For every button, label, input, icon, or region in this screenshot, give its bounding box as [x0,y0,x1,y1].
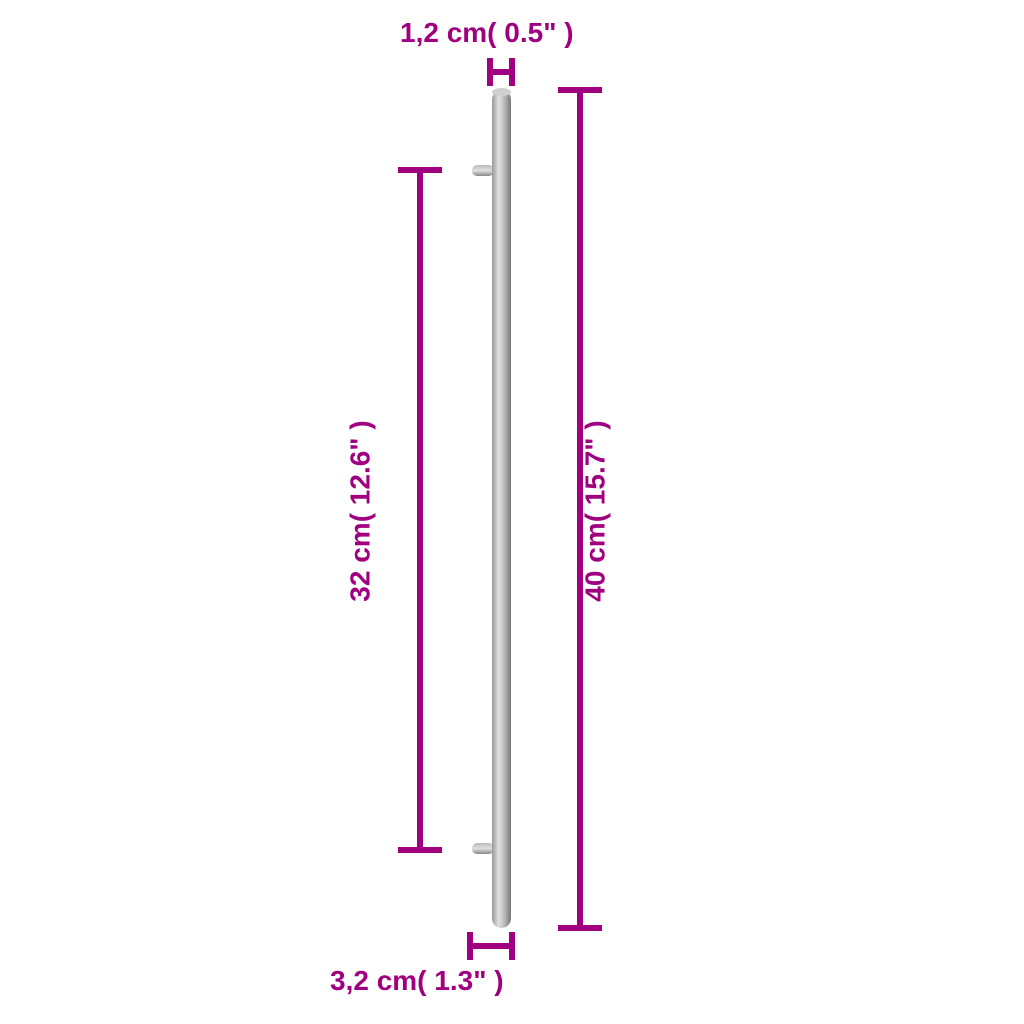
standoff-bottom [472,843,494,854]
label-left-height: 32 cm( 12.6" ) [345,420,377,601]
dim-top [490,58,512,86]
handle-bar [492,90,511,928]
dimension-diagram [0,0,1024,1024]
label-right-height: 40 cm( 15.7" ) [580,420,612,601]
standoff-top [472,165,494,176]
handle-bar-top-cap [492,88,511,96]
label-bottom-depth: 3,2 cm( 1.3" ) [330,965,504,997]
dim-bottom [470,932,512,960]
label-top-width: 1,2 cm( 0.5" ) [400,17,574,49]
dim-left [398,170,442,850]
